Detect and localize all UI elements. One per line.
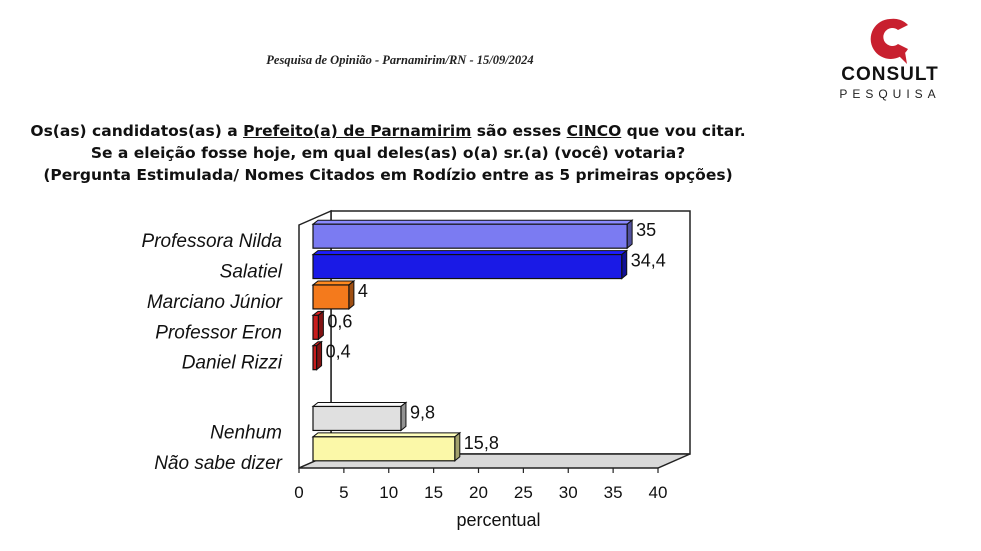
logo-tagline: PESQUISA	[839, 87, 941, 101]
bar	[311, 310, 325, 341]
question-line-2: Se a eleição fosse hoje, em qual deles(a…	[90, 144, 686, 162]
bar-front-face	[312, 405, 402, 432]
bar-side-face	[400, 401, 407, 432]
bar-front-face	[312, 253, 623, 280]
x-axis-title: percentual	[456, 510, 540, 530]
bar-side-face	[316, 340, 323, 371]
bar-front-face	[312, 284, 350, 310]
question-line-1-part-a: Os(as) candidatos(as) a	[30, 122, 244, 140]
bar-front-face	[312, 223, 628, 249]
value-label: 15,8	[464, 433, 499, 453]
bar	[311, 431, 462, 462]
x-tick-label: 40	[649, 483, 668, 502]
logo-speech-tail	[897, 52, 907, 64]
value-label: 4	[358, 281, 368, 301]
value-label: 0,4	[326, 342, 351, 362]
value-label: 35	[636, 220, 656, 240]
bar-side-face	[621, 249, 628, 280]
category-label: Professora Nilda	[142, 231, 282, 252]
bar	[311, 279, 356, 310]
category-label: Daniel Rizzi	[182, 353, 283, 374]
x-tick-label: 30	[559, 483, 578, 502]
x-tick-label: 15	[424, 483, 443, 502]
category-label: Nenhum	[210, 422, 282, 443]
bar-front-face	[312, 436, 456, 462]
category-label: Salatiel	[220, 262, 283, 283]
logo-name: CONSULT	[841, 64, 939, 85]
chart-labels: 0 5 10 15 20 25 30 35 40 percentual Professora Nil…	[142, 220, 668, 530]
bar-front-face	[312, 345, 318, 371]
value-label: 34,4	[631, 251, 666, 271]
survey-subtitle: Pesquisa de Opinião - Parnamirim/RN - 15…	[266, 53, 534, 67]
bar-side-face	[348, 279, 355, 310]
bar-side-face	[626, 219, 633, 250]
category-label: Professor Eron	[155, 322, 282, 343]
question-line-1-part-e: que vou citar.	[621, 122, 746, 140]
x-tick-label: 35	[604, 483, 623, 502]
x-tick-label: 0	[294, 483, 303, 502]
category-label: Não sabe dizer	[154, 453, 282, 474]
value-label: 9,8	[410, 402, 435, 422]
bar-top-face	[311, 280, 356, 286]
x-tick-label: 25	[514, 483, 533, 502]
bar	[311, 249, 629, 280]
bar-top-face	[311, 432, 462, 438]
bar-side-face	[454, 431, 461, 462]
logo-mark-icon	[870, 18, 908, 64]
bar	[311, 401, 408, 432]
bar	[311, 219, 634, 250]
x-tick-label: 20	[469, 483, 488, 502]
question-line-1-part-d: CINCO	[566, 122, 622, 140]
chart-bars	[311, 219, 634, 462]
question-line-1: Os(as) candidatos(as) a Prefeito(a) de P…	[0, 120, 776, 142]
bar-top-face	[311, 250, 629, 256]
survey-question: Os(as) candidatos(as) a Prefeito(a) de P…	[0, 120, 776, 186]
x-tick-label: 5	[339, 483, 348, 502]
question-line-3: (Pergunta Estimulada/ Nomes Citados em R…	[43, 166, 733, 184]
consult-logo: CONSULT PESQUISA	[825, 12, 955, 107]
category-label: Marciano Júnior	[147, 292, 283, 313]
bar-top-face	[311, 219, 634, 225]
question-line-1-part-c: são esses	[471, 122, 567, 140]
question-line-1-part-b: Prefeito(a) de Parnamirim	[243, 122, 472, 140]
value-label: 0,6	[327, 311, 352, 331]
bar-side-face	[317, 310, 324, 341]
bar-top-face	[311, 401, 408, 407]
bar	[311, 340, 324, 371]
bar-front-face	[312, 314, 319, 340]
logo-c-shape	[870, 18, 908, 59]
x-tick-label: 10	[379, 483, 398, 502]
